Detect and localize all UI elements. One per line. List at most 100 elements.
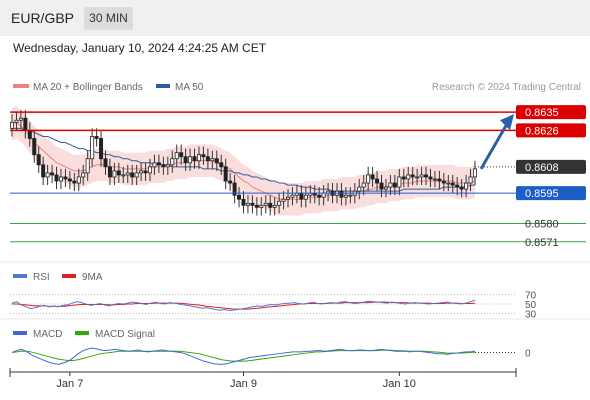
candle-body-down: [50, 172, 55, 176]
candle: [130, 164, 135, 186]
candle: [50, 164, 55, 184]
candle: [432, 170, 437, 188]
candle: [241, 191, 246, 214]
candle: [277, 193, 282, 214]
candle-body-down: [392, 182, 397, 188]
chart-panel: [0, 36, 590, 400]
bollinger-legend-label: MA 20 + Bollinger Bands: [33, 82, 143, 93]
candle-body-up: [121, 174, 126, 177]
candle: [125, 164, 130, 184]
ma50-line: [12, 127, 475, 192]
candle-body-up: [321, 192, 326, 198]
candle-body-down: [107, 166, 112, 178]
candle: [357, 178, 362, 200]
candle-body-down: [228, 180, 233, 184]
candle-body-up: [468, 176, 473, 184]
timeframe-button[interactable]: 30 MIN: [84, 7, 133, 30]
candle: [188, 148, 193, 171]
candle: [410, 166, 415, 186]
candle: [99, 130, 104, 167]
candle: [214, 150, 219, 171]
candle-body-down: [36, 154, 41, 166]
candle: [72, 172, 77, 192]
candle-body-down: [72, 180, 77, 184]
candle-body-down: [54, 174, 59, 182]
candle: [419, 166, 424, 186]
candle: [148, 158, 153, 182]
candle: [219, 154, 224, 175]
candle-body-up: [45, 172, 50, 178]
candle-body-down: [201, 154, 206, 158]
candle: [183, 148, 188, 171]
candle-body-down: [339, 190, 344, 198]
forecast-arrow-shaft: [479, 121, 510, 170]
candle: [9, 114, 14, 137]
candle-body-up: [125, 172, 130, 176]
ma50-legend-label: MA 50: [175, 82, 204, 93]
level-label: 0.8580: [525, 219, 559, 231]
candle: [152, 154, 157, 175]
candle-body-up: [14, 119, 19, 123]
candle: [165, 156, 170, 175]
candle: [428, 168, 433, 188]
candle: [58, 168, 63, 190]
level-label: 0.8626: [516, 123, 586, 138]
candle-body-up: [85, 158, 90, 174]
candle: [54, 166, 59, 190]
candle: [76, 168, 81, 192]
candle-body-up: [303, 194, 308, 200]
candle-body-down: [99, 138, 104, 160]
level-label: 0.8595: [516, 186, 586, 201]
macd-signal-legend-swatch: [75, 331, 89, 335]
candle: [392, 174, 397, 196]
rsi-ma-legend-swatch: [62, 274, 76, 278]
macd-signal-legend-label: MACD Signal: [95, 329, 155, 340]
macd-line: [11, 347, 476, 365]
candle-body-down: [143, 170, 148, 174]
rsi-legend-swatch: [13, 274, 27, 278]
candle: [201, 146, 206, 165]
candle-body-down: [161, 164, 166, 168]
macd-signal-line: [11, 349, 476, 362]
candle: [112, 162, 117, 186]
price-levels: 0.8635 0.8626 0.8608 0.8595 0.8580 0.8571: [10, 105, 586, 249]
candle: [81, 164, 86, 186]
candle: [156, 154, 161, 173]
candle: [406, 166, 411, 188]
candle: [232, 174, 237, 204]
candle: [228, 172, 233, 192]
candle: [472, 160, 477, 186]
candle-body-up: [366, 174, 371, 184]
candle-body-up: [272, 204, 277, 208]
candle: [32, 130, 37, 163]
candle-body-up: [472, 168, 477, 178]
candle-body-up: [196, 154, 201, 162]
candle-body-down: [223, 166, 228, 182]
candle-body-down: [401, 176, 406, 180]
candle-body-up: [281, 198, 286, 202]
candle-body-down: [63, 176, 68, 180]
rsi-tick-70: 70: [525, 291, 537, 302]
candle: [437, 170, 442, 190]
candle: [343, 187, 348, 206]
candle-body-down: [299, 192, 304, 200]
candle: [161, 156, 166, 175]
candle-body-up: [406, 174, 411, 180]
candle-body-up: [343, 194, 348, 198]
level-label-bg: [516, 123, 586, 138]
candle-body-down: [379, 182, 384, 190]
rsi-legend-label: RSI: [33, 272, 50, 283]
rsi-line: [11, 299, 476, 312]
price-plot: [9, 106, 477, 216]
candle-body-down: [205, 156, 210, 162]
candle: [170, 150, 175, 173]
candle-body-up: [112, 170, 117, 178]
candle-body-up: [464, 182, 469, 190]
candle: [139, 162, 144, 182]
candle-body-up: [81, 172, 86, 178]
rsi-ma-line: [12, 301, 476, 310]
candle-body-up: [210, 158, 215, 162]
candle-body-down: [370, 174, 375, 180]
